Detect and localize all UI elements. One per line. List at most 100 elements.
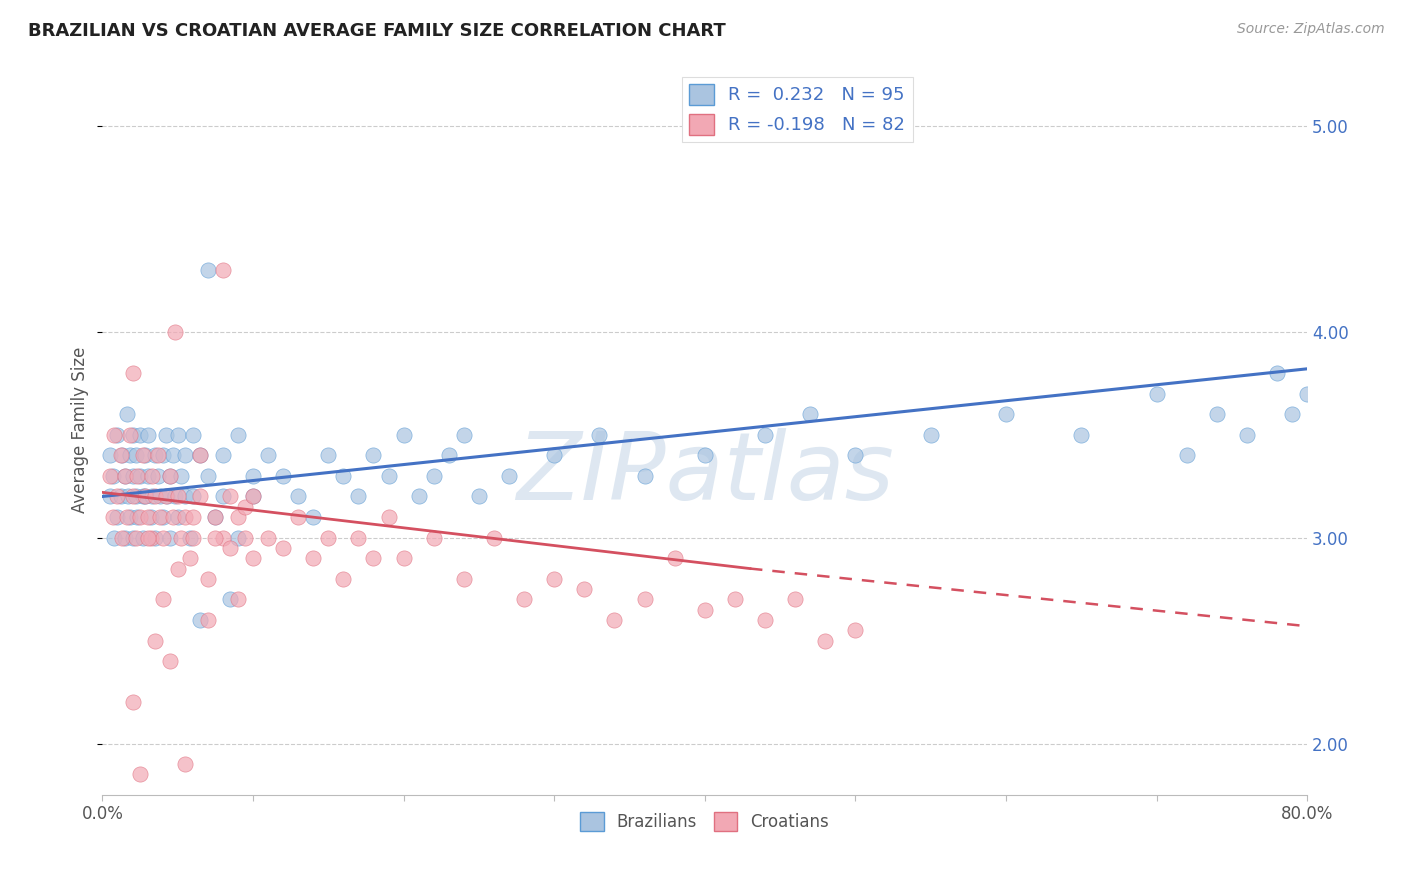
Point <box>226 427 249 442</box>
Point <box>1175 448 1198 462</box>
Point <box>129 427 152 442</box>
Point <box>219 541 242 555</box>
Point <box>453 427 475 442</box>
Point <box>377 469 399 483</box>
Y-axis label: Average Family Size: Average Family Size <box>72 346 89 513</box>
Point <box>107 490 129 504</box>
Point <box>318 531 340 545</box>
Point <box>110 448 132 462</box>
Point <box>118 427 141 442</box>
Point <box>226 531 249 545</box>
Point <box>121 695 143 709</box>
Point <box>814 633 837 648</box>
Point <box>603 613 626 627</box>
Point <box>468 490 491 504</box>
Point <box>136 427 159 442</box>
Point <box>197 469 219 483</box>
Point <box>197 263 219 277</box>
Point <box>543 448 565 462</box>
Point <box>799 407 821 421</box>
Point <box>107 510 129 524</box>
Point <box>1265 366 1288 380</box>
Point <box>125 469 148 483</box>
Point <box>115 510 138 524</box>
Point <box>844 624 866 638</box>
Point <box>152 531 174 545</box>
Point <box>166 510 188 524</box>
Point <box>242 551 264 566</box>
Point <box>134 490 156 504</box>
Point <box>129 469 152 483</box>
Point <box>693 603 716 617</box>
Text: ZIPatlas: ZIPatlas <box>516 428 894 519</box>
Point <box>422 531 444 545</box>
Point <box>132 531 155 545</box>
Point <box>392 551 415 566</box>
Point <box>197 572 219 586</box>
Point <box>574 582 596 596</box>
Point <box>785 592 807 607</box>
Point <box>98 490 121 504</box>
Point <box>1236 427 1258 442</box>
Point <box>513 592 536 607</box>
Point <box>156 490 179 504</box>
Point <box>188 613 211 627</box>
Point <box>136 510 159 524</box>
Point <box>98 448 121 462</box>
Point <box>159 469 181 483</box>
Point <box>107 427 129 442</box>
Point <box>257 531 280 545</box>
Point <box>844 448 866 462</box>
Point <box>1146 386 1168 401</box>
Point <box>159 531 181 545</box>
Point <box>152 448 174 462</box>
Point <box>633 469 655 483</box>
Point <box>271 469 294 483</box>
Point <box>170 531 193 545</box>
Point <box>257 448 280 462</box>
Point <box>287 490 309 504</box>
Point <box>664 551 686 566</box>
Point <box>363 448 385 462</box>
Point <box>141 469 163 483</box>
Point <box>392 427 415 442</box>
Point <box>163 325 186 339</box>
Point <box>1296 386 1319 401</box>
Point <box>166 561 188 575</box>
Point <box>242 490 264 504</box>
Point <box>287 510 309 524</box>
Point <box>482 531 505 545</box>
Point <box>212 448 235 462</box>
Point <box>152 592 174 607</box>
Point <box>242 469 264 483</box>
Point <box>118 448 141 462</box>
Point <box>121 427 143 442</box>
Point <box>132 490 155 504</box>
Point <box>377 510 399 524</box>
Point <box>920 427 942 442</box>
Point <box>408 490 430 504</box>
Point <box>453 572 475 586</box>
Point <box>162 448 184 462</box>
Point <box>543 572 565 586</box>
Point <box>226 592 249 607</box>
Point <box>179 531 201 545</box>
Point <box>588 427 610 442</box>
Point <box>174 510 197 524</box>
Point <box>143 531 166 545</box>
Point <box>188 448 211 462</box>
Point <box>181 490 204 504</box>
Point <box>159 469 181 483</box>
Point <box>422 469 444 483</box>
Legend: R =  0.232   N = 95, R = -0.198   N = 82: R = 0.232 N = 95, R = -0.198 N = 82 <box>682 77 912 142</box>
Point <box>111 448 134 462</box>
Point <box>121 366 143 380</box>
Point <box>132 448 155 462</box>
Point <box>134 448 156 462</box>
Point <box>693 448 716 462</box>
Point <box>332 572 354 586</box>
Point <box>204 531 226 545</box>
Point <box>149 490 172 504</box>
Point <box>302 551 325 566</box>
Point <box>124 448 146 462</box>
